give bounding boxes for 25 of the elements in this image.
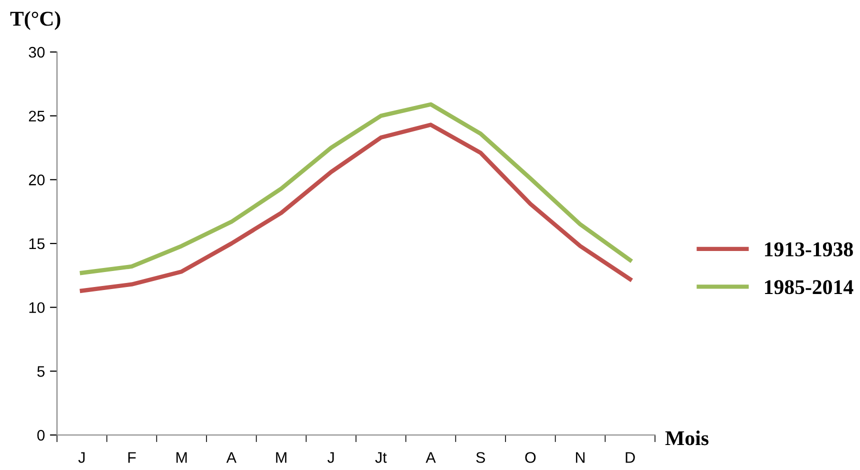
x-tick-label: J bbox=[78, 452, 85, 463]
x-tick-label: J bbox=[328, 452, 334, 463]
y-tick-label: 0 bbox=[37, 430, 45, 441]
y-tick-label: 5 bbox=[37, 366, 45, 377]
x-tick-label: Jt bbox=[375, 452, 387, 463]
y-tick-label: 10 bbox=[29, 302, 45, 314]
y-axis-title: T(°C) bbox=[10, 11, 60, 30]
y-tick-label: 15 bbox=[29, 238, 45, 250]
y-tick-label: 20 bbox=[28, 174, 45, 186]
line-series bbox=[80, 102, 632, 275]
x-tick-label: O bbox=[525, 452, 536, 463]
x-tick-label: A bbox=[226, 452, 236, 463]
x-tick-label: S bbox=[476, 452, 485, 463]
x-tick-label: N bbox=[576, 452, 585, 463]
x-tick-label: D bbox=[626, 452, 635, 463]
y-tick-label: 30 bbox=[28, 46, 45, 58]
line-series bbox=[80, 122, 632, 293]
y-tick-label: 25 bbox=[28, 110, 45, 122]
x-tick-label: M bbox=[176, 452, 187, 463]
x-tick-label: M bbox=[276, 452, 286, 463]
x-axis-title: Mois bbox=[665, 430, 708, 446]
legend-label: 1985-2014 bbox=[765, 280, 854, 294]
x-tick-label: A bbox=[426, 452, 436, 463]
legend-label: 1913-1938 bbox=[765, 242, 853, 256]
x-tick-label: F bbox=[128, 452, 136, 463]
